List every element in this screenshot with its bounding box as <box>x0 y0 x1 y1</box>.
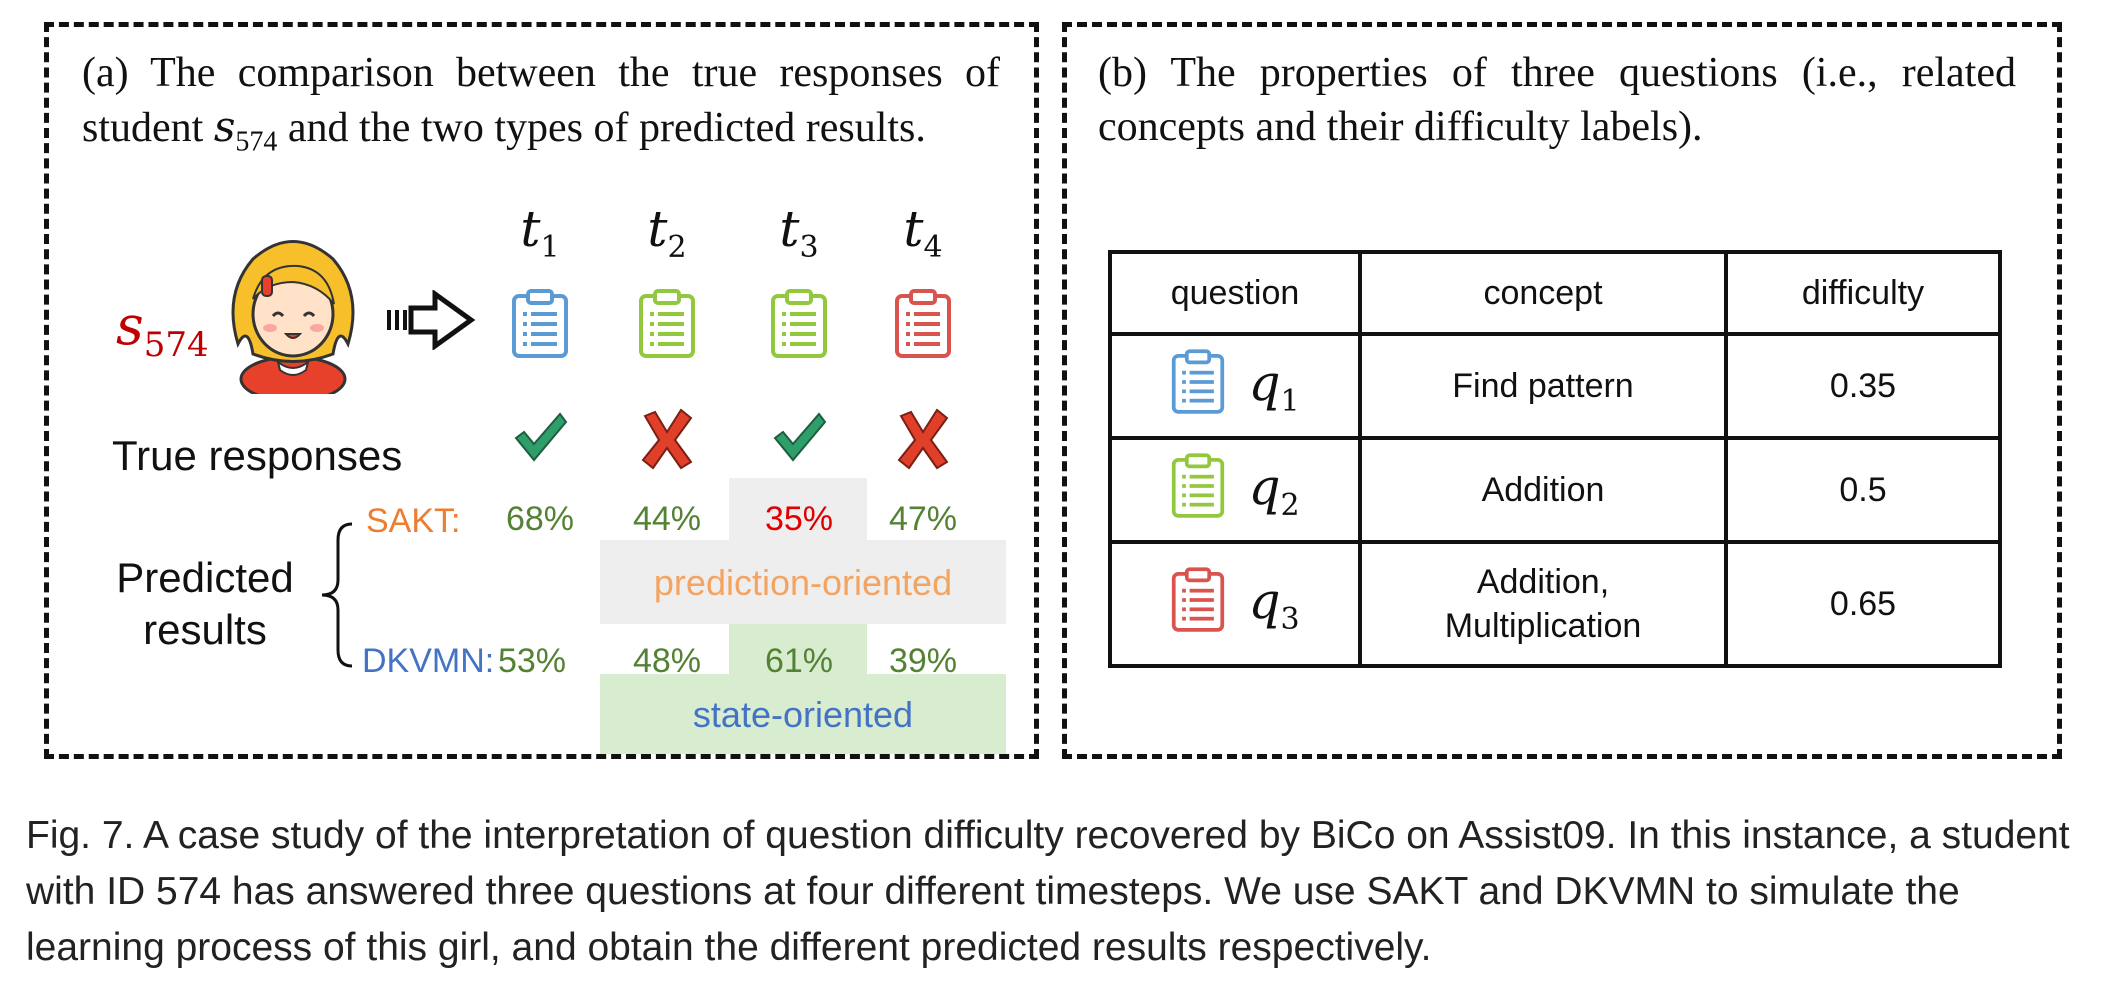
clipboard-icon <box>1170 452 1226 529</box>
question-label: q1 <box>1248 353 1300 419</box>
table-row: q2 Addition 0.5 <box>1108 436 2002 544</box>
table-row: q3 Addition, Multiplication 0.65 <box>1108 540 2002 668</box>
figure-caption: Fig. 7. A case study of the interpretati… <box>26 814 2070 969</box>
student-avatar-icon <box>231 240 355 394</box>
dkvmn-value: 61% <box>764 642 834 680</box>
check-icon <box>771 408 829 471</box>
panel-a-description: (a) The comparison between the true resp… <box>82 50 1000 158</box>
table-row: q1 Find pattern 0.35 <box>1108 332 2002 440</box>
concept-cell: Find pattern <box>1358 332 1728 440</box>
panel-b <box>1062 22 2062 759</box>
timestep-label: t3 <box>779 200 819 265</box>
student-label: s574 <box>116 294 209 365</box>
cross-icon <box>639 408 695 475</box>
timestep-label: t4 <box>903 200 943 265</box>
difficulty-cell: 0.65 <box>1724 540 2002 668</box>
sakt-value: 35% <box>764 500 834 538</box>
dkvmn-value: 48% <box>632 642 702 680</box>
cross-icon <box>895 408 951 475</box>
prediction-oriented-band <box>600 540 1006 624</box>
dkvmn-highlight-shade <box>729 624 867 674</box>
check-icon <box>512 408 570 471</box>
concept-cell: Addition, Multiplication <box>1358 540 1728 668</box>
true-responses-label: True responses <box>112 432 403 479</box>
state-oriented-label: state-oriented <box>692 694 914 735</box>
sakt-value: 47% <box>888 500 958 538</box>
arrow-right-icon <box>387 290 475 350</box>
panel-b-description: (b) The properties of three questions (i… <box>1098 50 2016 150</box>
question-label: q3 <box>1248 571 1300 637</box>
question-clipboard-icon <box>893 288 953 365</box>
difficulty-cell: 0.5 <box>1724 436 2002 544</box>
concept-cell: Addition <box>1358 436 1728 544</box>
dkvmn-value: 53% <box>497 642 567 680</box>
sakt-label: SAKT: <box>366 502 461 540</box>
table-header: question <box>1108 250 1362 336</box>
question-clipboard-icon <box>769 288 829 365</box>
question-clipboard-icon <box>510 288 570 365</box>
table-header: difficulty <box>1724 250 2002 336</box>
state-oriented-band <box>600 674 1006 754</box>
difficulty-cell: 0.35 <box>1724 332 2002 440</box>
clipboard-icon <box>1170 566 1226 643</box>
question-label: q2 <box>1248 457 1300 523</box>
question-clipboard-icon <box>637 288 697 365</box>
dkvmn-value: 39% <box>888 642 958 680</box>
panel-a <box>44 22 1039 759</box>
predicted-results-label: Predicted results <box>116 554 294 653</box>
brace-icon <box>321 522 353 668</box>
dkvmn-label: DKVMN: <box>362 642 495 680</box>
table-header: concept <box>1358 250 1728 336</box>
prediction-oriented-label: prediction-oriented <box>653 562 953 603</box>
timestep-label: t2 <box>647 200 687 265</box>
sakt-highlight-shade <box>729 478 867 540</box>
clipboard-icon <box>1170 348 1226 425</box>
sakt-value: 44% <box>632 500 702 538</box>
sakt-value: 68% <box>505 500 575 538</box>
timestep-label: t1 <box>520 200 560 265</box>
question-properties-table: question concept difficulty q1 Find patt… <box>1108 250 2002 668</box>
